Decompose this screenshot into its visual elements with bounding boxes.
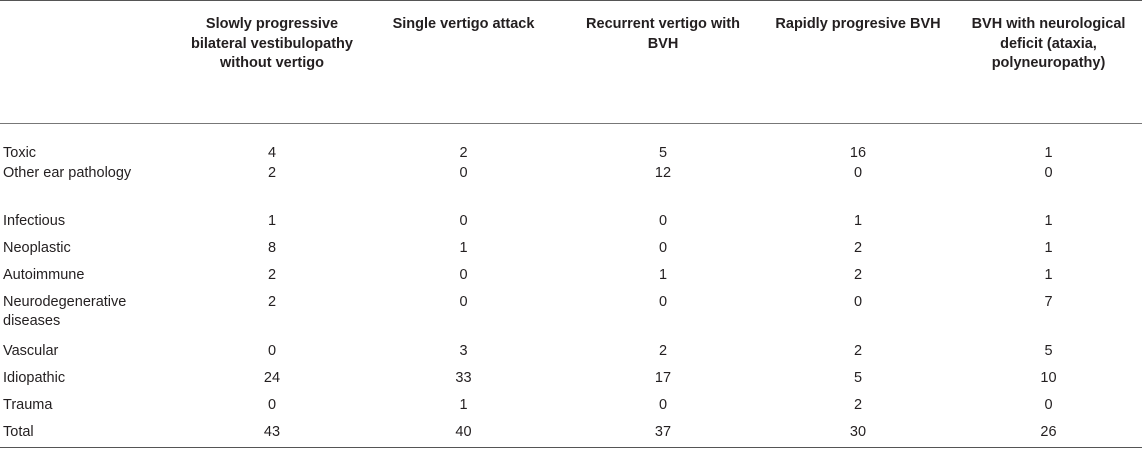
table-cell: 0	[658, 213, 668, 229]
table-cell: 7	[1044, 294, 1053, 310]
table-row: Toxic 4 2 5 16 1	[0, 124, 1142, 164]
table-cell: 2	[658, 343, 668, 359]
table-cell: 0	[459, 267, 468, 283]
table-row: Other ear pathology 2 0 12 0 0	[0, 163, 1142, 212]
table-row: Neoplastic 8 1 0 2 1	[0, 239, 1142, 266]
table-cell: 0	[658, 294, 668, 310]
row-label: Infectious	[3, 213, 66, 229]
row-label: Vascular	[3, 343, 59, 359]
table-row: Neurodegenerative diseases 2 0 0 0 7	[0, 293, 1142, 342]
row-label: Trauma	[3, 397, 53, 413]
table-cell: 1	[459, 240, 468, 256]
row-label: Idiopathic	[3, 370, 66, 386]
row-label: Total	[0, 423, 182, 448]
table-cell: 16	[849, 145, 867, 161]
column-header-etiology	[0, 0, 182, 124]
table-cell: 1	[1044, 145, 1053, 161]
column-header-neurological-deficit: BVH with neurological deficit (ataxia, p…	[955, 0, 1142, 124]
row-label: Autoimmune	[3, 267, 85, 283]
table-cell: 2	[853, 267, 863, 283]
column-header-single-vertigo: Single vertigo attack	[362, 0, 565, 124]
table-row: Vascular 0 3 2 2 5	[0, 342, 1142, 369]
column-header-slowly-progressive: Slowly progressive bilateral vestibulopa…	[182, 0, 362, 124]
table-row: Trauma 0 1 0 2 0	[0, 396, 1142, 423]
table-cell: 1	[1044, 213, 1053, 229]
row-label: Other ear pathology	[3, 165, 132, 181]
table-cell: 0	[853, 294, 863, 310]
table-cell: 10	[1040, 370, 1057, 386]
table-cell: 3	[459, 343, 468, 359]
table-row: Autoimmune 2 0 1 2 1	[0, 266, 1142, 293]
table-cell: 5	[1044, 343, 1053, 359]
table-cell: 0	[658, 397, 668, 413]
table-cell: 0	[459, 165, 468, 181]
column-header-recurrent-vertigo: Recurrent vertigo with BVH	[565, 0, 761, 124]
table-cell: 0	[459, 294, 468, 310]
table-cell: 43	[182, 423, 362, 448]
table-cell: 1	[459, 397, 468, 413]
table-cell: 2	[853, 397, 863, 413]
table-cell: 1	[853, 213, 863, 229]
table-cell: 8	[267, 240, 277, 256]
table-cell: 2	[853, 240, 863, 256]
table-cell: 0	[853, 165, 863, 181]
table-cell: 2	[459, 145, 468, 161]
table-cell: 2	[267, 267, 277, 283]
table-cell: 5	[853, 370, 863, 386]
table-cell: 2	[267, 294, 277, 310]
table-cell: 0	[1044, 165, 1053, 181]
table-cell: 40	[362, 423, 565, 448]
table-cell: 0	[267, 397, 277, 413]
table-cell: 1	[1044, 267, 1053, 283]
table-cell: 37	[565, 423, 761, 448]
table-cell: 0	[1044, 397, 1053, 413]
table-row: Idiopathic 24 33 17 5 10	[0, 369, 1142, 396]
row-label: Toxic	[3, 145, 37, 161]
table-cell: 4	[267, 145, 277, 161]
table-cell: 30	[761, 423, 955, 448]
table-cell: 5	[658, 145, 668, 161]
row-label: Neoplastic	[3, 240, 71, 256]
table-row-total: Total 43 40 37 30 26	[0, 423, 1142, 448]
header-row: Slowly progressive bilateral vestibulopa…	[0, 0, 1142, 124]
table-cell: 2	[267, 165, 277, 181]
table-cell: 33	[455, 370, 472, 386]
table-cell: 26	[955, 423, 1142, 448]
column-header-rapidly-progressive: Rapidly progresive BVH	[761, 0, 955, 124]
table-cell: 24	[263, 370, 281, 386]
table-cell: 0	[658, 240, 668, 256]
table-cell: 2	[853, 343, 863, 359]
table-cell: 1	[267, 213, 277, 229]
table-cell: 0	[459, 213, 468, 229]
table-cell: 17	[654, 370, 672, 386]
table-cell: 12	[654, 165, 672, 181]
table-row: Infectious 1 0 0 1 1	[0, 212, 1142, 239]
table-cell: 1	[658, 267, 668, 283]
table-cell: 0	[267, 343, 277, 359]
table-cell: 1	[1044, 240, 1053, 256]
row-label: Neurodegenerative diseases	[3, 294, 127, 329]
